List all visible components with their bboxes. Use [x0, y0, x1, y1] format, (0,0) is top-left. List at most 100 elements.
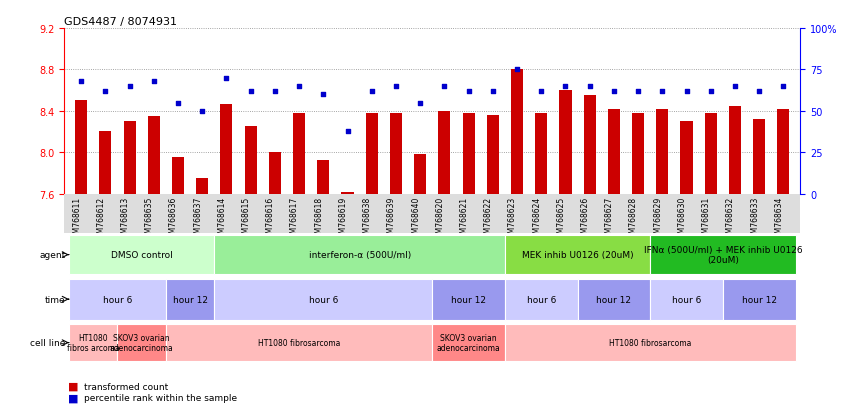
Text: GSM768639: GSM768639: [387, 196, 396, 242]
Text: GSM768620: GSM768620: [436, 196, 444, 242]
Point: [122, 83, 136, 90]
Text: hour 6: hour 6: [309, 295, 338, 304]
Bar: [777, 109, 789, 194]
Text: MEK inhib U0126 (20uM): MEK inhib U0126 (20uM): [522, 251, 633, 259]
Point: [510, 67, 524, 74]
Bar: [487, 116, 499, 194]
Text: GSM768627: GSM768627: [605, 196, 614, 242]
Bar: [511, 70, 523, 194]
Text: DMSO control: DMSO control: [110, 251, 173, 259]
Text: HT1080 fibrosarcoma: HT1080 fibrosarcoma: [609, 338, 692, 347]
Bar: [462, 114, 475, 194]
Point: [607, 88, 621, 95]
FancyBboxPatch shape: [214, 279, 432, 320]
Text: ■: ■: [68, 392, 79, 402]
Text: GSM768612: GSM768612: [97, 196, 105, 242]
FancyBboxPatch shape: [69, 279, 166, 320]
Point: [341, 128, 354, 135]
Bar: [342, 192, 354, 194]
Text: GDS4487 / 8074931: GDS4487 / 8074931: [64, 17, 177, 27]
FancyBboxPatch shape: [432, 279, 505, 320]
Text: GSM768614: GSM768614: [217, 196, 227, 242]
Bar: [318, 161, 330, 194]
Point: [752, 88, 766, 95]
Text: ■: ■: [68, 381, 79, 391]
FancyBboxPatch shape: [505, 324, 795, 361]
Text: GSM768636: GSM768636: [169, 196, 178, 242]
Point: [728, 83, 742, 90]
Text: SKOV3 ovarian
adenocarcinoma: SKOV3 ovarian adenocarcinoma: [437, 333, 501, 352]
Text: hour 6: hour 6: [103, 295, 132, 304]
Text: GSM768630: GSM768630: [678, 196, 687, 242]
Text: GSM768633: GSM768633: [750, 196, 759, 242]
Text: GSM768634: GSM768634: [775, 196, 783, 242]
Text: hour 6: hour 6: [526, 295, 556, 304]
Bar: [99, 132, 111, 194]
Point: [583, 83, 597, 90]
Text: GSM768622: GSM768622: [484, 196, 493, 242]
Point: [220, 75, 234, 82]
Bar: [535, 114, 547, 194]
Text: GSM768623: GSM768623: [508, 196, 517, 242]
Point: [656, 88, 669, 95]
Text: agent: agent: [39, 251, 65, 259]
FancyBboxPatch shape: [651, 279, 722, 320]
Point: [244, 88, 258, 95]
Text: GSM768624: GSM768624: [532, 196, 541, 242]
Text: percentile rank within the sample: percentile rank within the sample: [84, 393, 237, 402]
Point: [317, 92, 330, 98]
Text: SKOV3 ovarian
adenocarcinoma: SKOV3 ovarian adenocarcinoma: [110, 333, 174, 352]
Text: HT1080
fibros arcoma: HT1080 fibros arcoma: [67, 333, 120, 352]
Bar: [389, 114, 402, 194]
Text: time: time: [45, 295, 65, 304]
FancyBboxPatch shape: [722, 279, 795, 320]
FancyBboxPatch shape: [69, 235, 214, 275]
Text: GSM768615: GSM768615: [241, 196, 251, 242]
Bar: [657, 109, 669, 194]
Text: cell line: cell line: [30, 338, 65, 347]
FancyBboxPatch shape: [166, 324, 432, 361]
Text: GSM768640: GSM768640: [411, 196, 420, 242]
Text: GSM768619: GSM768619: [338, 196, 348, 242]
Point: [292, 83, 306, 90]
Point: [704, 88, 717, 95]
Point: [147, 78, 161, 85]
Point: [389, 83, 403, 90]
Bar: [681, 122, 693, 194]
Bar: [220, 104, 233, 194]
Text: GSM768616: GSM768616: [266, 196, 275, 242]
Text: transformed count: transformed count: [84, 382, 168, 391]
Bar: [366, 114, 377, 194]
FancyBboxPatch shape: [505, 235, 651, 275]
Text: GSM768629: GSM768629: [653, 196, 663, 242]
Point: [680, 88, 693, 95]
Point: [534, 88, 548, 95]
Bar: [438, 112, 450, 194]
Point: [268, 88, 282, 95]
Text: GSM768621: GSM768621: [460, 196, 468, 242]
Point: [559, 83, 573, 90]
Bar: [632, 114, 645, 194]
Bar: [753, 120, 765, 194]
Point: [98, 88, 112, 95]
FancyBboxPatch shape: [69, 324, 117, 361]
Text: GSM768626: GSM768626: [580, 196, 590, 242]
Bar: [75, 101, 87, 194]
Text: GSM768638: GSM768638: [363, 196, 372, 242]
Text: hour 6: hour 6: [672, 295, 701, 304]
Text: GSM768611: GSM768611: [72, 196, 81, 242]
Point: [776, 83, 790, 90]
Text: GSM768637: GSM768637: [193, 196, 202, 242]
Bar: [608, 109, 620, 194]
Bar: [729, 107, 741, 194]
FancyBboxPatch shape: [578, 279, 651, 320]
Text: IFNα (500U/ml) + MEK inhib U0126
(20uM): IFNα (500U/ml) + MEK inhib U0126 (20uM): [644, 245, 802, 265]
Point: [631, 88, 645, 95]
Text: GSM768625: GSM768625: [556, 196, 566, 242]
Text: hour 12: hour 12: [451, 295, 486, 304]
Text: hour 12: hour 12: [173, 295, 208, 304]
FancyBboxPatch shape: [117, 324, 166, 361]
Point: [486, 88, 500, 95]
FancyBboxPatch shape: [432, 324, 505, 361]
Point: [437, 83, 451, 90]
